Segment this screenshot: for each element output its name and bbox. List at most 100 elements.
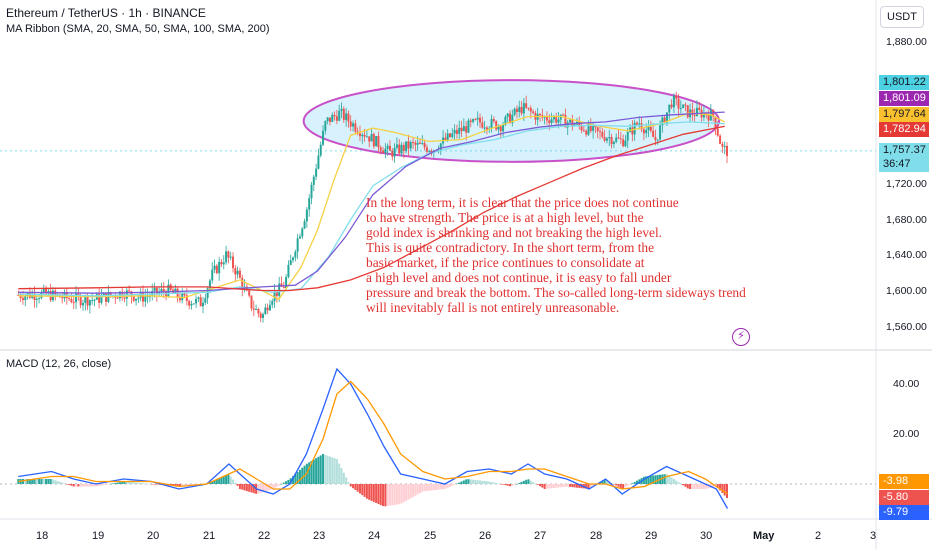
candle xyxy=(333,114,336,117)
price-tick: 1,880.00 xyxy=(886,36,927,48)
candle xyxy=(455,129,458,134)
histogram-bar xyxy=(225,475,228,484)
candle xyxy=(162,289,165,293)
histogram-bar xyxy=(317,456,320,484)
candle xyxy=(619,138,622,140)
histogram-bar xyxy=(693,484,696,489)
candle xyxy=(652,130,655,138)
candle xyxy=(499,126,502,132)
histogram-bar xyxy=(63,483,66,484)
lightning-icon[interactable]: ⚡︎ xyxy=(732,328,750,346)
histogram-bar xyxy=(188,484,191,486)
histogram-bar xyxy=(725,484,728,499)
histogram-bar xyxy=(54,480,57,484)
histogram-bar xyxy=(370,484,373,501)
candle xyxy=(543,116,546,118)
histogram-bar xyxy=(649,475,652,484)
indicator-legend[interactable]: MA Ribbon (SMA, 20, SMA, 50, SMA, 100, S… xyxy=(6,23,270,35)
candle xyxy=(654,137,657,141)
candle xyxy=(160,289,163,293)
candle xyxy=(395,144,398,148)
histogram-bar xyxy=(402,484,405,503)
time-tick: 27 xyxy=(534,530,547,542)
symbol-title[interactable]: Ethereum / TetherUS · 1h · BINANCE xyxy=(6,6,206,20)
histogram-bar xyxy=(633,481,636,484)
candle xyxy=(130,291,133,297)
histogram-bar xyxy=(266,484,269,491)
candle xyxy=(716,128,719,136)
candle xyxy=(608,137,611,139)
price-tick: 1,560.00 xyxy=(886,321,927,333)
histogram-bar xyxy=(635,480,638,484)
histogram-bar xyxy=(670,477,673,484)
candle xyxy=(86,296,89,306)
candle xyxy=(211,269,214,281)
histogram-bar xyxy=(326,455,329,484)
candle xyxy=(562,114,565,116)
histogram-bar xyxy=(425,484,428,492)
candle xyxy=(257,308,260,314)
histogram-bar xyxy=(506,484,509,486)
candle xyxy=(178,297,181,301)
candle xyxy=(421,143,424,145)
histogram-bar xyxy=(421,484,424,492)
candle xyxy=(601,132,604,137)
histogram-bar xyxy=(522,480,525,484)
histogram-bar xyxy=(622,484,625,489)
candle xyxy=(310,184,313,199)
candle xyxy=(428,150,431,152)
histogram-bar xyxy=(439,484,442,490)
candle xyxy=(686,105,689,118)
histogram-bar xyxy=(423,484,426,492)
candle xyxy=(698,107,701,110)
histogram-bar xyxy=(407,484,410,500)
candle xyxy=(116,297,119,299)
histogram-bar xyxy=(40,479,43,484)
histogram-bar xyxy=(352,484,355,489)
macd-legend[interactable]: MACD (12, 26, close) xyxy=(6,358,112,370)
histogram-bar xyxy=(31,479,34,484)
candle xyxy=(238,270,241,278)
histogram-bar xyxy=(700,484,703,489)
candle xyxy=(661,117,664,126)
currency-button[interactable]: USDT xyxy=(880,6,924,28)
candle xyxy=(418,142,421,144)
histogram-bar xyxy=(49,479,52,484)
histogram-bar xyxy=(185,484,188,486)
annotation-line: to have strength. The price is at a high… xyxy=(366,210,644,225)
candle xyxy=(81,302,84,306)
candle xyxy=(474,119,477,121)
candle xyxy=(582,130,585,132)
candle xyxy=(635,122,638,125)
histogram-bar xyxy=(70,484,73,486)
histogram-bar xyxy=(612,484,615,485)
candle xyxy=(252,308,255,310)
candle xyxy=(158,292,161,295)
candle xyxy=(414,142,417,145)
signal-line xyxy=(18,380,728,495)
histogram-bar xyxy=(481,480,484,484)
candle xyxy=(656,139,659,141)
histogram-bar xyxy=(418,484,421,494)
histogram-bar xyxy=(492,482,495,484)
candle xyxy=(379,147,382,151)
histogram-bar xyxy=(294,474,297,484)
candle xyxy=(24,295,27,301)
candle xyxy=(301,228,304,237)
histogram-bar xyxy=(405,484,408,501)
candle xyxy=(388,145,391,151)
histogram-bar xyxy=(61,482,64,484)
candle xyxy=(287,264,290,278)
histogram-bar xyxy=(601,480,604,484)
candle xyxy=(188,300,191,306)
histogram-bar xyxy=(88,484,91,487)
ma-line-3 xyxy=(18,125,725,292)
histogram-bar xyxy=(536,484,539,485)
candle xyxy=(564,114,567,128)
candle xyxy=(42,288,45,293)
histogram-bar xyxy=(77,484,80,487)
histogram-bar xyxy=(211,481,214,484)
candle xyxy=(693,114,696,116)
